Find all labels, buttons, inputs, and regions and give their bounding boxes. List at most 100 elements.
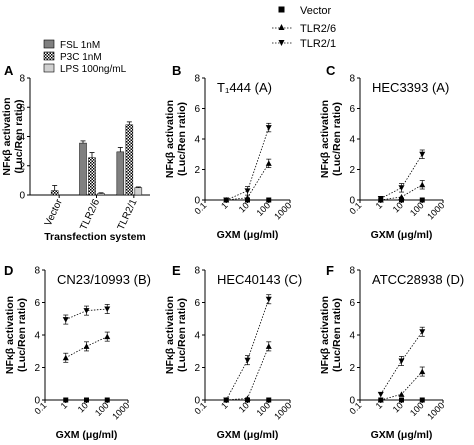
legend-swatch-p3c (43, 51, 55, 61)
data-point (398, 185, 405, 191)
panel-a: A 0 2 4 6 8 NFκβ activation(Luc/Ren ratio) Vect… (1, 63, 150, 243)
panel-letter: C (326, 63, 336, 78)
data-point (62, 317, 69, 323)
bar (134, 187, 143, 196)
series-line (226, 346, 270, 401)
data-point (244, 395, 251, 401)
y-tick-label: 4 (349, 331, 355, 342)
y-tick-label: 4 (349, 135, 355, 146)
data-point (104, 306, 111, 312)
legend-item-tlr21: TLR2/1 (272, 38, 336, 50)
data-point (377, 195, 384, 202)
y-axis-label: NFκβ activation(Luc/Ren ratio) (4, 296, 28, 374)
y-tick-label: 6 (194, 298, 200, 309)
series-line (380, 184, 423, 201)
y-axis-label: NFκβ activation(Luc/Ren ratio) (319, 296, 343, 374)
series-line (65, 308, 108, 320)
y-tick-label: 0 (34, 396, 40, 407)
legend-label: FSL 1nM (60, 40, 100, 51)
y-tick-label: 8 (194, 74, 200, 85)
x-tick-label: 1 (59, 400, 70, 411)
data-point (104, 397, 110, 403)
data-point (63, 397, 69, 403)
x-tick-label: 1000 (272, 400, 293, 421)
y-axis-label: NFκβ activation(Luc/Ren ratio) (164, 100, 188, 178)
x-tick-label: 100 (408, 200, 426, 218)
data-point (419, 181, 426, 188)
y-tick-label: 8 (34, 266, 40, 277)
panel-letter: F (326, 263, 334, 278)
panel-letter: B (172, 63, 181, 78)
x-tick-label: TLR2/6 (78, 197, 102, 232)
data-point (377, 397, 384, 403)
x-tick-label: 1000 (425, 400, 446, 421)
x-tick-label: TLR2/1 (116, 197, 140, 232)
data-point (419, 329, 426, 335)
x-axis-label: Transfection system (44, 231, 146, 243)
data-point (83, 343, 90, 349)
y-tick-label: 2 (349, 363, 355, 374)
y-tick-label: 8 (349, 74, 355, 85)
data-point (377, 391, 384, 398)
y-tick-label: 6 (19, 103, 25, 114)
bar (88, 157, 96, 196)
x-tick-label: 1 (374, 200, 385, 211)
x-tick-label: 100 (408, 400, 426, 418)
x-tick-label: 100 (93, 400, 111, 418)
x-tick-label: 1000 (425, 200, 446, 221)
y-tick-label: 8 (194, 266, 200, 277)
x-axis-label: GXM (μg/ml) (217, 429, 279, 441)
x-tick-label: 1000 (272, 200, 293, 221)
y-tick-label: 0 (194, 196, 200, 207)
bar (116, 151, 125, 196)
x-tick-label: 1 (219, 200, 230, 211)
square-marker-icon (278, 6, 285, 13)
y-tick-label: 0 (349, 396, 355, 407)
panel-title: T₁444 (A) (217, 80, 272, 95)
legend-label: Vector (300, 5, 332, 17)
panel-title: HEC40143 (C) (217, 272, 302, 287)
bar (50, 190, 59, 196)
data-point (419, 197, 425, 203)
panels: A 0 2 4 6 8 NFκβ activation(Luc/Ren ratio) Vect… (1, 63, 464, 441)
x-axis-label: GXM (μg/ml) (56, 429, 118, 441)
data-point (223, 397, 230, 403)
data-point (399, 397, 404, 403)
y-tick-label: 0 (349, 196, 355, 207)
x-tick-label: 1 (374, 400, 385, 411)
data-point (83, 308, 90, 314)
x-tick-label: 100 (254, 400, 272, 418)
y-tick-label: 4 (19, 132, 25, 143)
y-axis-label: NFκβ activation(Luc/Ren ratio) (319, 100, 343, 178)
y-tick-label: 6 (349, 104, 355, 115)
data-point (223, 197, 230, 203)
x-axis-label: GXM (μg/ml) (371, 229, 433, 241)
y-tick-label: 8 (349, 266, 355, 277)
y-axis-label: NFκβ activation(Luc/Ren ratio) (1, 97, 25, 175)
y-tick-label: 4 (34, 331, 40, 342)
y-tick-label: 6 (34, 298, 40, 309)
data-point (398, 391, 405, 397)
data-point (266, 197, 272, 203)
y-tick-label: 4 (194, 135, 200, 146)
data-point (419, 151, 426, 158)
top-legend: Vector TLR2/6 TLR2/1 (272, 5, 336, 50)
legend-swatch-lps (43, 63, 55, 73)
data-point (244, 357, 251, 364)
y-tick-label: 0 (194, 396, 200, 407)
panel-letter: A (4, 63, 14, 78)
data-point (265, 343, 272, 349)
legend-label: TLR2/6 (300, 23, 336, 35)
legend-swatch-fsl (43, 39, 55, 49)
legend-label: TLR2/1 (300, 38, 336, 50)
legend-item-tlr26: TLR2/6 (272, 23, 336, 35)
y-tick-label: 4 (194, 331, 200, 342)
triangle-up-marker-icon (278, 24, 285, 30)
data-point (265, 160, 272, 166)
y-tick-label: 6 (194, 104, 200, 115)
y-axis-label: NFκβ activation(Luc/Ren ratio) (164, 296, 188, 374)
x-axis-label: GXM (μg/ml) (217, 229, 279, 241)
data-point (265, 125, 272, 131)
